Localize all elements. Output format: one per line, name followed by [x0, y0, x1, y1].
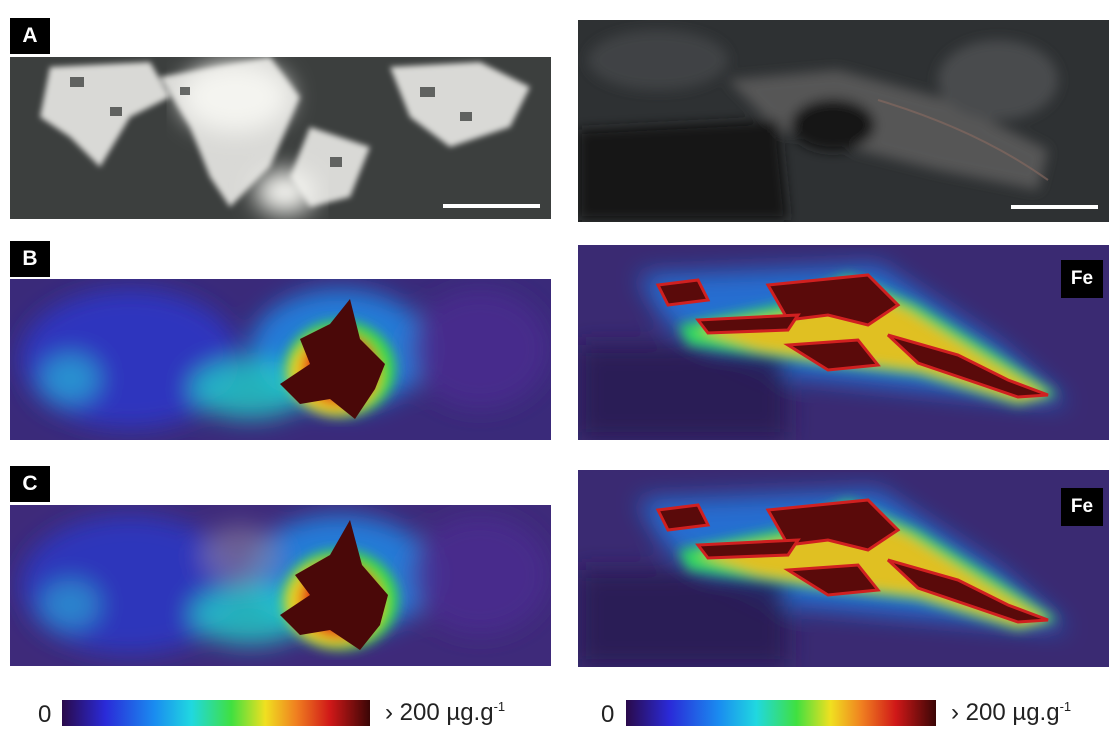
colorbar	[62, 700, 370, 726]
panel-label-b: B	[10, 241, 50, 277]
fe-map-b-left	[10, 279, 551, 440]
colorbar-max-value: › 200 µg.g	[951, 699, 1060, 726]
fe-map-c-right: Fe	[578, 470, 1109, 667]
colorbar-min-label: 0	[38, 701, 52, 728]
element-label-fe: Fe	[1061, 260, 1103, 298]
panel-label-c: C	[10, 466, 50, 502]
colorbar-max-exponent: -1	[493, 699, 506, 714]
colorbar-max-value: › 200 µg.g	[385, 699, 494, 726]
colorbar-max-label: › 200 µg.g-1	[951, 699, 1071, 727]
scale-bar	[443, 204, 540, 208]
photo-panel-a-right	[578, 20, 1109, 222]
colorbar	[626, 700, 936, 726]
fe-map-b-right: Fe	[578, 245, 1109, 440]
colorbar-min-label: 0	[601, 701, 615, 728]
photo-panel-a-left	[10, 57, 551, 219]
element-label-fe: Fe	[1061, 488, 1103, 526]
colorbar-max-label: › 200 µg.g-1	[385, 699, 505, 727]
colorbar-max-exponent: -1	[1059, 699, 1072, 714]
fe-map-c-left	[10, 505, 551, 666]
scale-bar	[1011, 205, 1098, 209]
panel-label-a: A	[10, 18, 50, 54]
